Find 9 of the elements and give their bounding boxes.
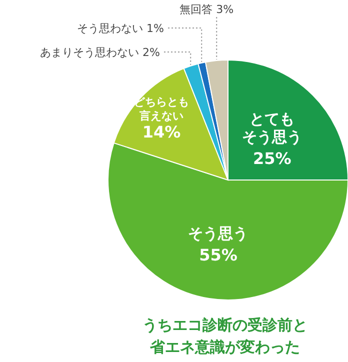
slice-label: そう思わない 1%: [77, 22, 164, 35]
slice-label: 無回答 3%: [180, 3, 234, 16]
text: うちエコ診断の受診前と省エネ意識が変わった: [142, 316, 308, 356]
data-label: 55%: [199, 246, 238, 265]
data-label: 25%: [252, 148, 292, 168]
slice-label: そう思う: [188, 224, 248, 243]
data-label: 14%: [142, 122, 181, 142]
slice-label: とてもそう思う: [242, 110, 302, 146]
slice-label: あまりそう思わない 2%: [40, 46, 160, 59]
